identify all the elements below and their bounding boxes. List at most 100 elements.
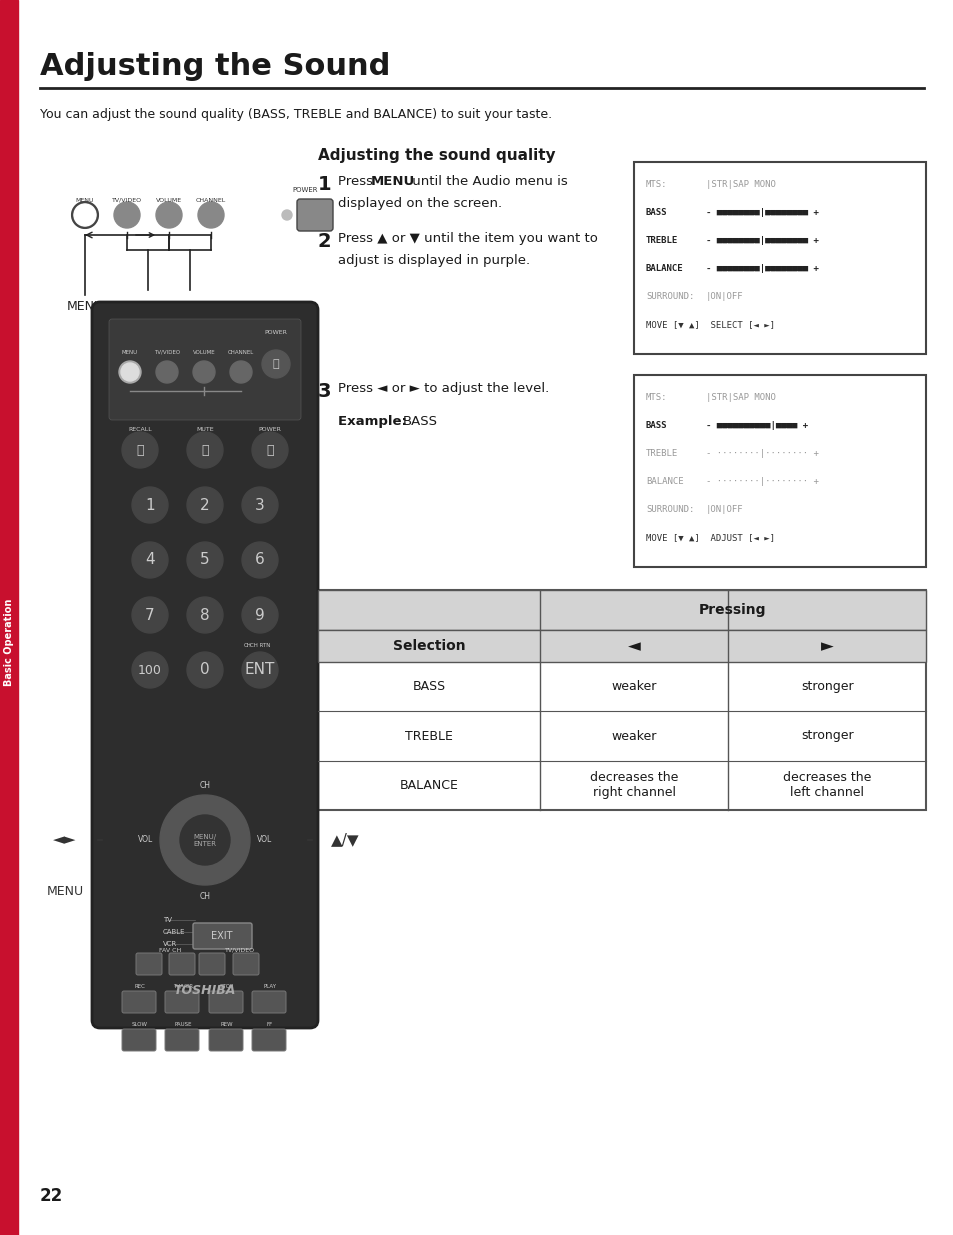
Text: weaker: weaker (611, 730, 657, 742)
Text: MTS:: MTS: (645, 180, 667, 189)
FancyBboxPatch shape (252, 990, 286, 1013)
Text: TOSHIBA: TOSHIBA (173, 983, 236, 997)
Text: CHANNEL: CHANNEL (228, 350, 253, 354)
Circle shape (160, 795, 250, 885)
Text: 7: 7 (145, 608, 154, 622)
Text: 0: 0 (200, 662, 210, 678)
Text: 100: 100 (138, 663, 162, 677)
Text: 1: 1 (145, 498, 154, 513)
Text: MENU: MENU (47, 885, 84, 898)
Circle shape (113, 203, 140, 228)
Circle shape (262, 350, 290, 378)
Text: TREBLE: TREBLE (405, 730, 453, 742)
Text: FF: FF (267, 1023, 273, 1028)
Text: Pressing: Pressing (699, 603, 766, 618)
Text: Press: Press (337, 175, 376, 188)
Text: CH: CH (199, 892, 211, 902)
Text: |STR|SAP MONO: |STR|SAP MONO (705, 393, 775, 403)
Text: RECALL: RECALL (128, 427, 152, 432)
Text: CABLE: CABLE (163, 929, 185, 935)
Text: ►: ► (820, 637, 833, 655)
Circle shape (132, 652, 168, 688)
Text: VOL: VOL (137, 836, 152, 845)
Bar (317, 590, 925, 630)
Circle shape (187, 542, 223, 578)
Text: MENU: MENU (122, 350, 138, 354)
FancyBboxPatch shape (233, 953, 258, 974)
Text: ⏻: ⏻ (273, 359, 279, 369)
Text: MOVE [▼ ▲]  ADJUST [◄ ►]: MOVE [▼ ▲] ADJUST [◄ ►] (645, 534, 774, 542)
Circle shape (282, 210, 292, 220)
Circle shape (132, 597, 168, 634)
FancyBboxPatch shape (122, 990, 156, 1013)
Text: TV: TV (163, 918, 172, 923)
Text: BASS: BASS (645, 207, 667, 217)
Bar (317, 590, 925, 810)
Text: POWER: POWER (264, 330, 287, 335)
Text: 2: 2 (317, 232, 332, 251)
Text: decreases the
left channel: decreases the left channel (782, 772, 870, 799)
Text: VOLUME: VOLUME (155, 198, 182, 203)
FancyBboxPatch shape (296, 199, 333, 231)
Text: TV/VCR: TV/VCR (172, 984, 193, 989)
Circle shape (242, 487, 277, 522)
Text: |STR|SAP MONO: |STR|SAP MONO (705, 180, 775, 189)
Text: SURROUND:: SURROUND: (645, 291, 694, 301)
Circle shape (132, 487, 168, 522)
Text: 3: 3 (254, 498, 265, 513)
Bar (0, 0, 18, 1235)
Text: 2: 2 (200, 498, 210, 513)
Text: MTS:: MTS: (645, 393, 667, 403)
FancyBboxPatch shape (209, 990, 243, 1013)
Bar (634, 162, 925, 354)
Text: TV/VIDEO: TV/VIDEO (153, 350, 180, 354)
Circle shape (74, 204, 96, 226)
Text: Example:: Example: (337, 415, 411, 429)
Text: POWER: POWER (258, 427, 281, 432)
Text: 1: 1 (317, 175, 332, 194)
Text: MENU: MENU (75, 198, 94, 203)
Text: TREBLE: TREBLE (645, 236, 678, 245)
Text: VCR: VCR (163, 941, 177, 947)
Circle shape (187, 597, 223, 634)
Text: decreases the
right channel: decreases the right channel (589, 772, 678, 799)
Text: adjust is displayed in purple.: adjust is displayed in purple. (337, 254, 530, 267)
Text: Ⓢ: Ⓢ (201, 443, 209, 457)
Text: REW: REW (220, 1023, 233, 1028)
FancyBboxPatch shape (165, 990, 199, 1013)
Text: weaker: weaker (611, 680, 657, 693)
Text: MUTE: MUTE (196, 427, 213, 432)
Circle shape (242, 597, 277, 634)
Circle shape (121, 363, 139, 382)
Text: until the Audio menu is: until the Audio menu is (408, 175, 567, 188)
Text: Basic Operation: Basic Operation (4, 599, 14, 685)
Circle shape (187, 652, 223, 688)
FancyBboxPatch shape (122, 1029, 156, 1051)
FancyBboxPatch shape (165, 1029, 199, 1051)
Text: - ■■■■■■■■■■|■■■■ +: - ■■■■■■■■■■|■■■■ + (705, 421, 807, 430)
Text: SURROUND:: SURROUND: (645, 505, 694, 514)
Text: REC: REC (134, 984, 145, 989)
Circle shape (242, 542, 277, 578)
Text: 6: 6 (254, 552, 265, 568)
Text: PLAY: PLAY (263, 984, 276, 989)
Circle shape (156, 203, 182, 228)
Circle shape (132, 542, 168, 578)
Circle shape (242, 652, 277, 688)
Text: STOP: STOP (219, 984, 233, 989)
Text: Press ◄ or ► to adjust the level.: Press ◄ or ► to adjust the level. (337, 382, 549, 395)
Text: |ON|OFF: |ON|OFF (705, 505, 742, 514)
Text: Selection: Selection (393, 638, 465, 653)
FancyBboxPatch shape (91, 303, 317, 1028)
Text: BALANCE: BALANCE (399, 779, 458, 792)
Text: stronger: stronger (801, 680, 853, 693)
Text: ⏻: ⏻ (266, 443, 274, 457)
Circle shape (230, 361, 252, 383)
Text: Ⓡ: Ⓡ (136, 443, 144, 457)
Text: |ON|OFF: |ON|OFF (705, 291, 742, 301)
Circle shape (193, 361, 214, 383)
Text: 22: 22 (40, 1187, 63, 1205)
Text: 5: 5 (200, 552, 210, 568)
Circle shape (119, 361, 141, 383)
Text: displayed on the screen.: displayed on the screen. (337, 198, 501, 210)
